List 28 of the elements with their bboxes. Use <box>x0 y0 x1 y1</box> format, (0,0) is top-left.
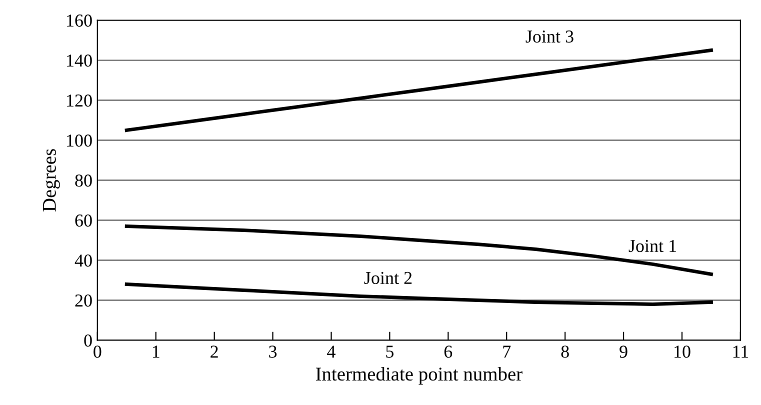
series-label: Joint 1 <box>628 240 676 252</box>
y-tick-label: 140 <box>67 54 92 67</box>
line-series <box>124 48 713 132</box>
x-tick-label: 3 <box>269 346 277 358</box>
x-tick-label: 2 <box>210 346 218 358</box>
x-tick-label: 4 <box>327 346 336 358</box>
x-tick-label: 10 <box>674 346 690 358</box>
y-tick-label: 100 <box>67 134 92 147</box>
y-tick-label: 60 <box>75 214 92 227</box>
y-tick-label: 120 <box>67 94 92 107</box>
x-tick-label: 11 <box>733 346 748 358</box>
y-tick-label: 40 <box>74 254 92 267</box>
y-tick-label: 160 <box>67 14 92 27</box>
y-tick-label: 20 <box>75 294 92 307</box>
x-tick-label: 6 <box>444 346 452 358</box>
y-axis-title: Degrees <box>42 149 60 212</box>
x-tick-label: 0 <box>94 346 102 358</box>
line-series <box>124 282 713 306</box>
x-tick-label: 8 <box>561 346 569 358</box>
y-tick-label: 80 <box>75 174 92 187</box>
series-label: Joint 3 <box>526 30 574 43</box>
y-tick-label: 0 <box>84 334 92 347</box>
x-tick-label: 7 <box>503 346 511 358</box>
series-label: Joint 2 <box>364 272 412 284</box>
x-axis-title: Intermediate point number <box>316 366 522 385</box>
x-tick-label: 9 <box>620 346 628 358</box>
x-tick-label: 1 <box>152 346 160 358</box>
x-tick-label: 5 <box>386 346 394 358</box>
